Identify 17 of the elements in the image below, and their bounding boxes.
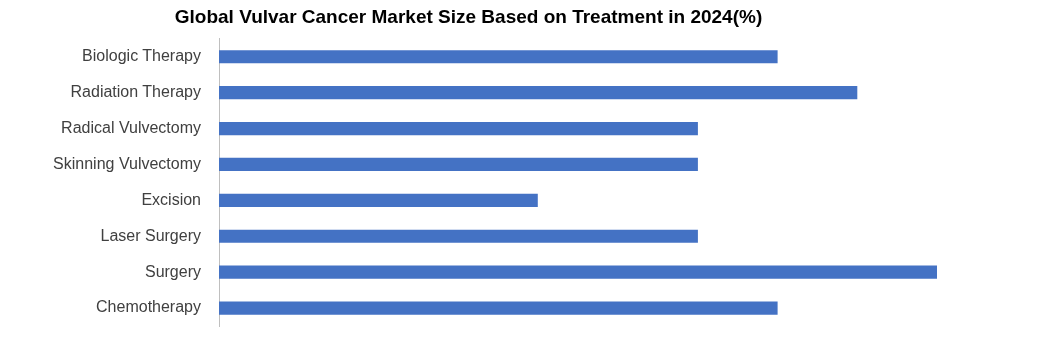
y-tick-label: Excision [141,190,201,208]
bar [219,121,698,136]
y-tick-label: Skinning Vulvectomy [53,154,201,172]
y-tick-label: Radical Vulvectomy [61,118,201,136]
y-tick-label: Chemotherapy [96,298,201,316]
bar [219,301,778,315]
bar [219,229,698,243]
y-tick-label: Biologic Therapy [82,47,201,65]
bar [219,265,937,279]
y-tick-label: Radiation Therapy [70,83,201,101]
y-tick-label: Surgery [144,262,201,280]
bar [219,157,698,172]
bar [219,50,778,64]
y-tick-label: Laser Surgery [100,226,201,244]
bar [219,86,858,100]
chart-title: Global Vulvar Cancer Market Size Based on Treatment in 2024(%) [174,5,763,27]
bar [219,193,538,207]
